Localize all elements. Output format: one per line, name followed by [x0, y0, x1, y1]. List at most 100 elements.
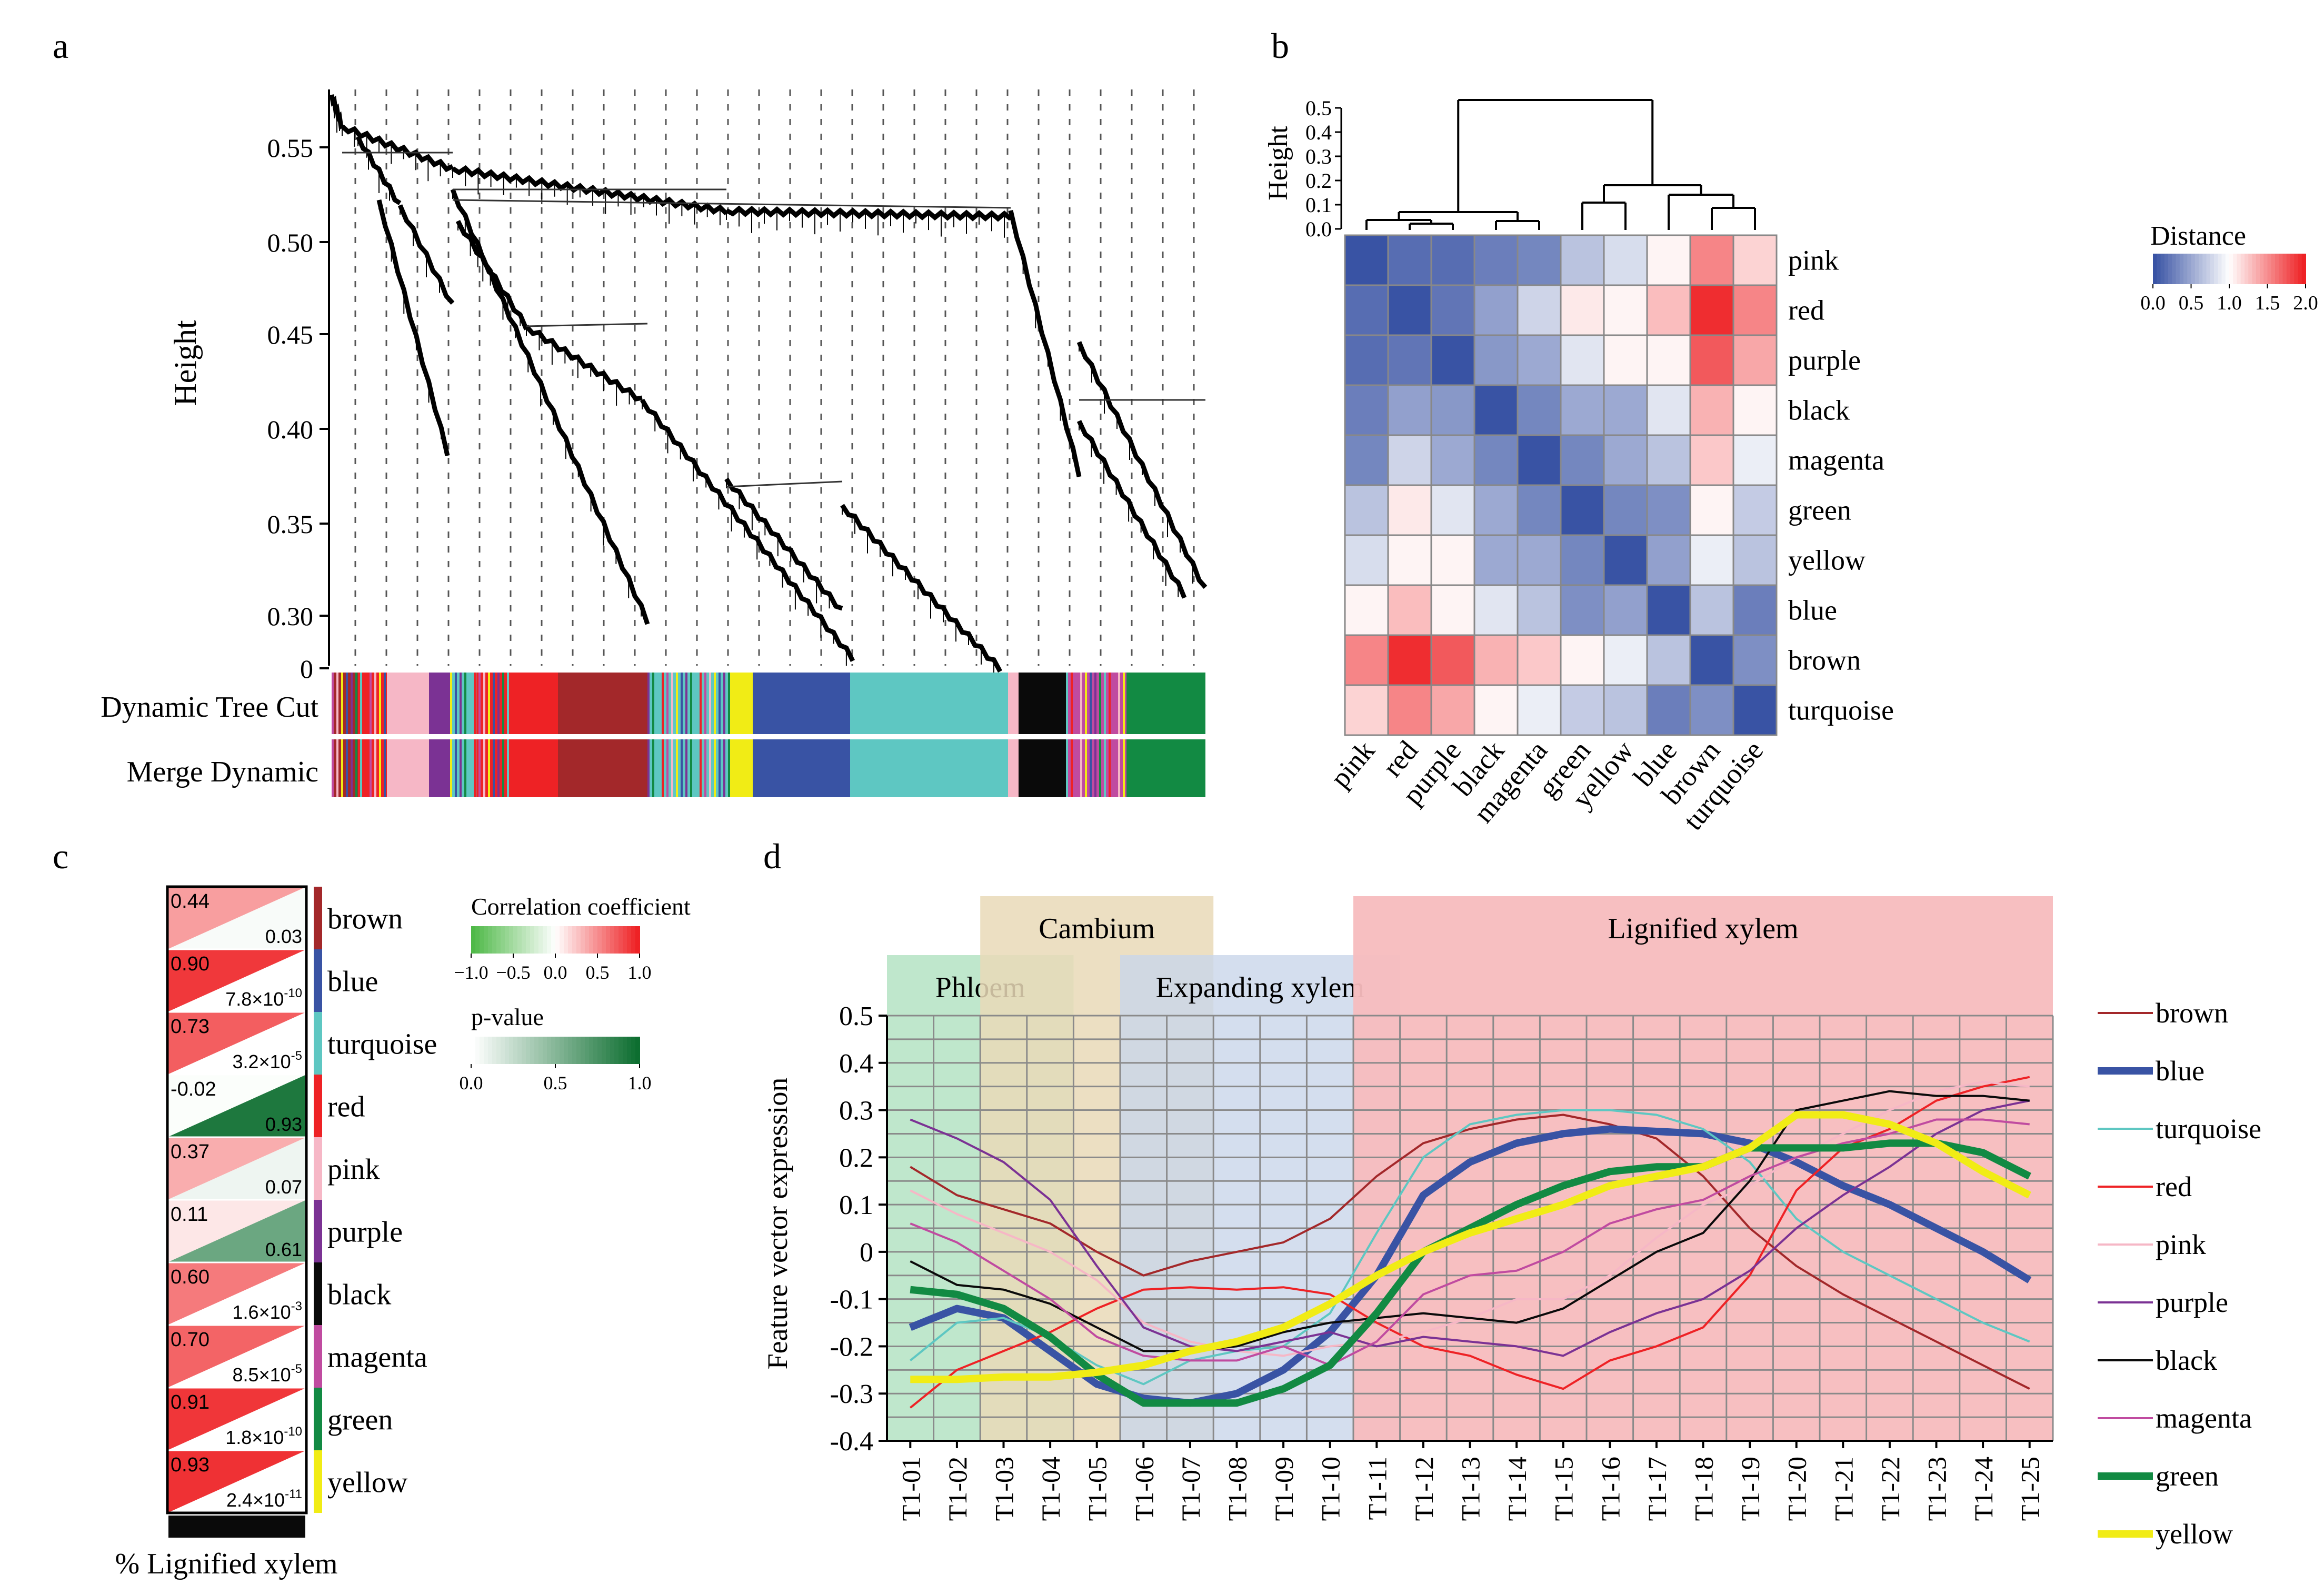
a-module-block-blue [753, 739, 850, 797]
b-legend-step [2160, 254, 2165, 284]
a-tree-branch [329, 94, 344, 131]
b-cell-green-purple [1430, 484, 1475, 536]
b-cell-blue-purple [1430, 584, 1475, 636]
b-cell-purple-red [1387, 334, 1432, 386]
c-corr-legend-step [606, 926, 611, 954]
c-corr-legend-step [530, 926, 535, 954]
a-module-block-pink [1008, 739, 1019, 797]
a-module-stripe [336, 673, 338, 734]
b-cell-yellow-yellow [1603, 534, 1648, 586]
distance-legend-title: Distance [2150, 221, 2246, 251]
a-module-stripe [700, 739, 702, 797]
b-legend-step [2199, 254, 2203, 284]
a-module-stripe [512, 739, 514, 797]
b-cell-brown-brown [1689, 634, 1734, 686]
c-p-base: 7.8×10 [225, 988, 284, 1010]
c-p-value: 0.03 [265, 926, 302, 947]
d-legend-label: red [2156, 1171, 2192, 1202]
c-corr-legend-step [471, 926, 476, 954]
a-module-stripe [365, 673, 367, 734]
b-cell-green-magenta [1517, 484, 1562, 536]
a-y-tick-label: 0.50 [267, 228, 314, 257]
a-module-stripe [341, 739, 343, 797]
d-x-tick-label: T1-19 [1735, 1457, 1765, 1521]
b-cell-brown-black [1473, 634, 1519, 686]
b-cell-magenta-magenta [1517, 434, 1562, 486]
d-x-tick-label: T1-01 [896, 1457, 925, 1521]
c-corr-legend-step [560, 926, 564, 954]
c-r-value: 0.11 [171, 1203, 208, 1226]
b-row-label: turquoise [1788, 695, 1894, 726]
c-p-value: 0.93 [265, 1114, 302, 1135]
b-cell-purple-black [1473, 334, 1519, 386]
panel-label-a: a [53, 26, 68, 66]
a-module-block-black [1019, 739, 1066, 797]
b-cell-pink-purple [1430, 234, 1475, 286]
a-tree-branch [840, 504, 1002, 673]
b-legend-step [2164, 254, 2169, 284]
c-p-exponent: -3 [291, 1299, 302, 1313]
c-r-value: 0.73 [171, 1016, 210, 1038]
a-tree-merge [526, 323, 648, 327]
b-cell-brown-red [1387, 634, 1432, 686]
b-cell-yellow-pink [1344, 534, 1389, 586]
c-p-legend-step [572, 1037, 577, 1064]
a-module-stripe [671, 739, 673, 797]
b-legend-step [2271, 254, 2276, 284]
c-corr-legend-step [610, 926, 615, 954]
a-module-stripe [493, 673, 495, 734]
a-module-stripe [384, 739, 386, 797]
c-module-swatch-black [314, 1262, 322, 1325]
c-corr-legend-step [534, 926, 539, 954]
a-module-stripe [719, 673, 721, 734]
d-x-tick-label: T1-13 [1456, 1457, 1485, 1521]
a-module-stripe [1090, 739, 1092, 797]
a-module-block-red [516, 739, 558, 797]
c-p-legend-step [568, 1037, 573, 1064]
c-corr-legend-step [602, 926, 606, 954]
a-module-stripe [1113, 673, 1115, 734]
d-x-tick-label: T1-20 [1782, 1457, 1812, 1521]
c-corr-triangle-pink [167, 1137, 306, 1200]
a-module-stripe [1118, 739, 1120, 797]
merge-dynamic-label: Merge Dynamic [127, 756, 318, 788]
d-x-tick-label: T1-04 [1036, 1457, 1065, 1521]
b-cell-magenta-red [1387, 434, 1432, 486]
b-cell-purple-green [1560, 334, 1605, 386]
a-module-stripe [469, 673, 471, 734]
c-corr-triangle-brown [167, 887, 306, 949]
a-module-stripe [483, 739, 485, 797]
b-legend-step [2172, 254, 2177, 284]
a-module-stripe [1104, 739, 1106, 797]
c-p-legend-step [496, 1037, 501, 1064]
b-legend-step [2168, 254, 2173, 284]
a-module-stripe [1118, 673, 1120, 734]
c-p-legend-step [585, 1037, 590, 1064]
b-cell-yellow-blue [1646, 534, 1691, 586]
b-cell-pink-turquoise [1732, 234, 1778, 286]
c-corr-legend-step [581, 926, 585, 954]
b-cell-turquoise-purple [1430, 684, 1475, 736]
a-module-block-brown [332, 739, 358, 797]
c-corr-legend-step [522, 926, 526, 954]
c-corr-triangle-black [167, 1262, 306, 1325]
c-p-value: 2.4×10-11 [226, 1487, 302, 1511]
c-corr-legend-step [623, 926, 627, 954]
a-y-tick-label: 0.55 [267, 133, 314, 163]
panel-d-ylabel: Feature vector expression [762, 1078, 793, 1370]
c-corr-legend-step [538, 926, 543, 954]
d-x-tick-label: T1-06 [1129, 1457, 1159, 1521]
b-legend-step [2157, 254, 2161, 284]
c-p-value: 0.07 [265, 1176, 302, 1198]
c-p-legend-step [623, 1037, 627, 1064]
b-cell-blue-blue [1646, 584, 1691, 636]
a-tree-branch [355, 136, 402, 205]
b-cell-brown-purple [1430, 634, 1475, 686]
c-p-exponent: -10 [284, 1425, 302, 1439]
c-p-legend-step [471, 1037, 476, 1064]
a-module-stripe [695, 739, 697, 797]
b-cell-yellow-purple [1430, 534, 1475, 586]
b-cell-black-black [1473, 384, 1519, 436]
b-legend-step [2240, 254, 2245, 284]
c-module-label: purple [327, 1216, 403, 1249]
